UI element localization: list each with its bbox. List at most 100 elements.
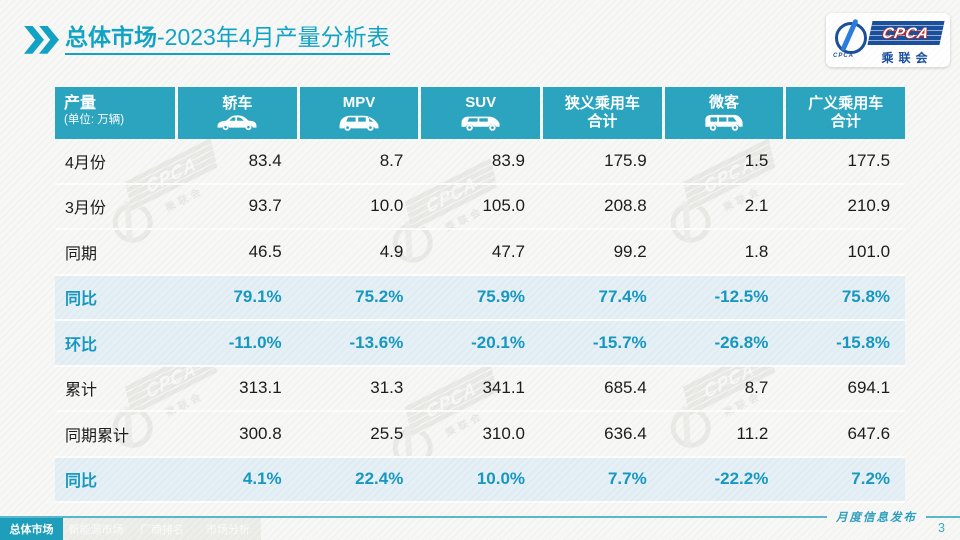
table-row-mom: 环比 -11.0% -13.6% -20.1% -15.7% -26.8% -1… <box>55 321 905 367</box>
table-cell: -12.5% <box>714 287 769 307</box>
table-row-cumulative-same-period: 同期累计 300.8 25.5 310.0 636.4 11.2 647.6 <box>55 412 905 458</box>
table-cell: 647.6 <box>847 423 891 443</box>
table-cell: 11.2 <box>736 423 769 443</box>
table-cell: 175.9 <box>604 150 647 170</box>
table-cell: 31.3 <box>370 378 404 398</box>
table-cell: 1.8 <box>744 241 769 261</box>
table-cell: 694.1 <box>847 378 891 398</box>
table-cell: 4.1% <box>242 469 282 489</box>
footer-note: 月度信息发布 <box>827 508 926 525</box>
row-label: 同期 <box>65 245 98 263</box>
corner-header-cell: 产量 (单位: 万辆) <box>55 87 175 139</box>
sedan-icon <box>217 115 257 131</box>
row-label: 3月份 <box>65 200 106 218</box>
table-unit-label: (单位: 万辆) <box>64 114 125 127</box>
table-row-same-period: 同期 46.5 4.9 47.7 99.2 1.8 101.0 <box>55 230 905 276</box>
table-row-march: 3月份 93.7 10.0 105.0 208.8 2.1 210.9 <box>55 185 905 230</box>
column-header-narrow-pv-total: 狭义乘用车 合计 <box>543 87 662 139</box>
table-cell: 210.9 <box>847 196 891 216</box>
table-cell: 636.4 <box>604 423 647 443</box>
table-cell: 177.5 <box>847 150 891 170</box>
table-cell: 25.5 <box>370 423 404 443</box>
production-table: 产量 (单位: 万辆) 轿车 MPV <box>55 87 906 503</box>
row-label: 环比 <box>65 336 98 354</box>
row-label: 同比 <box>65 473 98 491</box>
table-cell: 1.5 <box>744 150 769 170</box>
title-bar: 总体市场-2023年4月产量分析表 <box>24 24 390 56</box>
row-label: 同期累计 <box>65 427 130 445</box>
table-cell: 75.9% <box>476 287 526 307</box>
column-header-mpv: MPV <box>299 87 419 139</box>
table-cell: 8.7 <box>379 150 404 170</box>
page-number: 3 <box>938 521 945 535</box>
table-cell: 2.1 <box>744 196 769 216</box>
table-cell: 75.2% <box>355 287 404 307</box>
logo-cn-name: 乘联会 <box>881 51 933 65</box>
logo-acronym: CPCA <box>880 24 932 42</box>
table-cell: -22.2% <box>714 469 769 489</box>
table-cell: 22.4% <box>355 469 404 489</box>
tab-market-analysis[interactable]: 市场分析 <box>206 524 250 536</box>
row-label: 同比 <box>65 291 98 309</box>
tab-oem-ranking[interactable]: 厂商排名 <box>140 524 184 536</box>
row-label: 4月份 <box>65 154 106 172</box>
logo-emblem-caption: CPCA <box>833 53 855 59</box>
table-cell: 83.4 <box>248 150 282 170</box>
table-cell: -26.8% <box>714 332 769 352</box>
table-cell: 208.8 <box>604 196 647 216</box>
table-row-cumulative: 累计 313.1 31.3 341.1 685.4 8.7 694.1 <box>55 367 905 412</box>
table-cell: -11.0% <box>228 332 282 352</box>
column-header-suv: SUV <box>421 87 541 139</box>
table-cell: 7.2% <box>851 469 891 489</box>
page-title-section: 总体市场 <box>65 24 157 50</box>
row-label: 累计 <box>65 382 98 400</box>
table-row-cumulative-yoy: 同比 4.1% 22.4% 10.0% 7.7% -22.2% 7.2% <box>55 457 905 503</box>
table-cell: 10.0 <box>370 196 404 216</box>
table-body: 4月份 83.4 8.7 83.9 175.9 1.5 177.5 3月份 93… <box>55 139 905 503</box>
column-header-microvan: 微客 <box>664 87 784 139</box>
suv-icon <box>461 116 500 131</box>
table-cell: 10.0% <box>476 469 526 489</box>
table-cell: -20.1% <box>471 332 526 352</box>
table-cell: -15.8% <box>836 332 891 352</box>
column-header-sedan: 轿车 <box>178 87 297 139</box>
chevron-right-icon <box>24 25 44 54</box>
footer-rule <box>0 516 960 518</box>
page-title: 总体市场-2023年4月产量分析表 <box>65 24 390 56</box>
table-cell: 75.8% <box>841 287 891 307</box>
cpca-emblem-icon <box>835 22 867 54</box>
table-cell: 313.1 <box>239 378 282 398</box>
tab-overall-market[interactable]: 总体市场 <box>0 518 63 540</box>
table-cell: 685.4 <box>604 378 647 398</box>
table-cell: 83.9 <box>491 150 526 170</box>
page-title-subject: -2023年4月产量分析表 <box>157 24 390 50</box>
cpca-logo: CPCA CPCA 乘联会 <box>826 13 950 67</box>
table-cell: 8.7 <box>744 378 769 398</box>
logo-badge: CPCA <box>867 21 945 45</box>
section-tabs: 总体市场 新能源市场 厂商排名 市场分析 <box>0 518 261 540</box>
table-cell: 99.2 <box>613 241 647 261</box>
tab-nev-market[interactable]: 新能源市场 <box>68 524 124 536</box>
table-cell: 101.0 <box>847 241 891 261</box>
column-header-broad-pv-total: 广义乘用车 合计 <box>786 87 906 139</box>
table-cell: 300.8 <box>239 423 282 443</box>
table-cell: -13.6% <box>349 332 404 352</box>
table-cell: 46.5 <box>248 241 282 261</box>
table-row-april: 4月份 83.4 8.7 83.9 175.9 1.5 177.5 <box>55 139 905 185</box>
table-cell: -15.7% <box>592 332 647 352</box>
table-cell: 77.4% <box>598 287 647 307</box>
table-cell: 93.7 <box>248 196 282 216</box>
table-metric-title: 产量 <box>64 95 97 112</box>
table-header-row: 产量 (单位: 万辆) 轿车 MPV <box>55 87 906 139</box>
table-cell: 341.1 <box>482 378 526 398</box>
table-cell: 47.7 <box>491 241 526 261</box>
mpv-icon <box>339 115 379 131</box>
table-cell: 79.1% <box>233 287 282 307</box>
table-cell: 310.0 <box>482 423 526 443</box>
microvan-icon <box>705 114 743 131</box>
table-row-yoy: 同比 79.1% 75.2% 75.9% 77.4% -12.5% 75.8% <box>55 275 905 321</box>
table-cell: 105.0 <box>482 196 526 216</box>
table-cell: 4.9 <box>379 241 404 261</box>
table-cell: 7.7% <box>607 469 647 489</box>
